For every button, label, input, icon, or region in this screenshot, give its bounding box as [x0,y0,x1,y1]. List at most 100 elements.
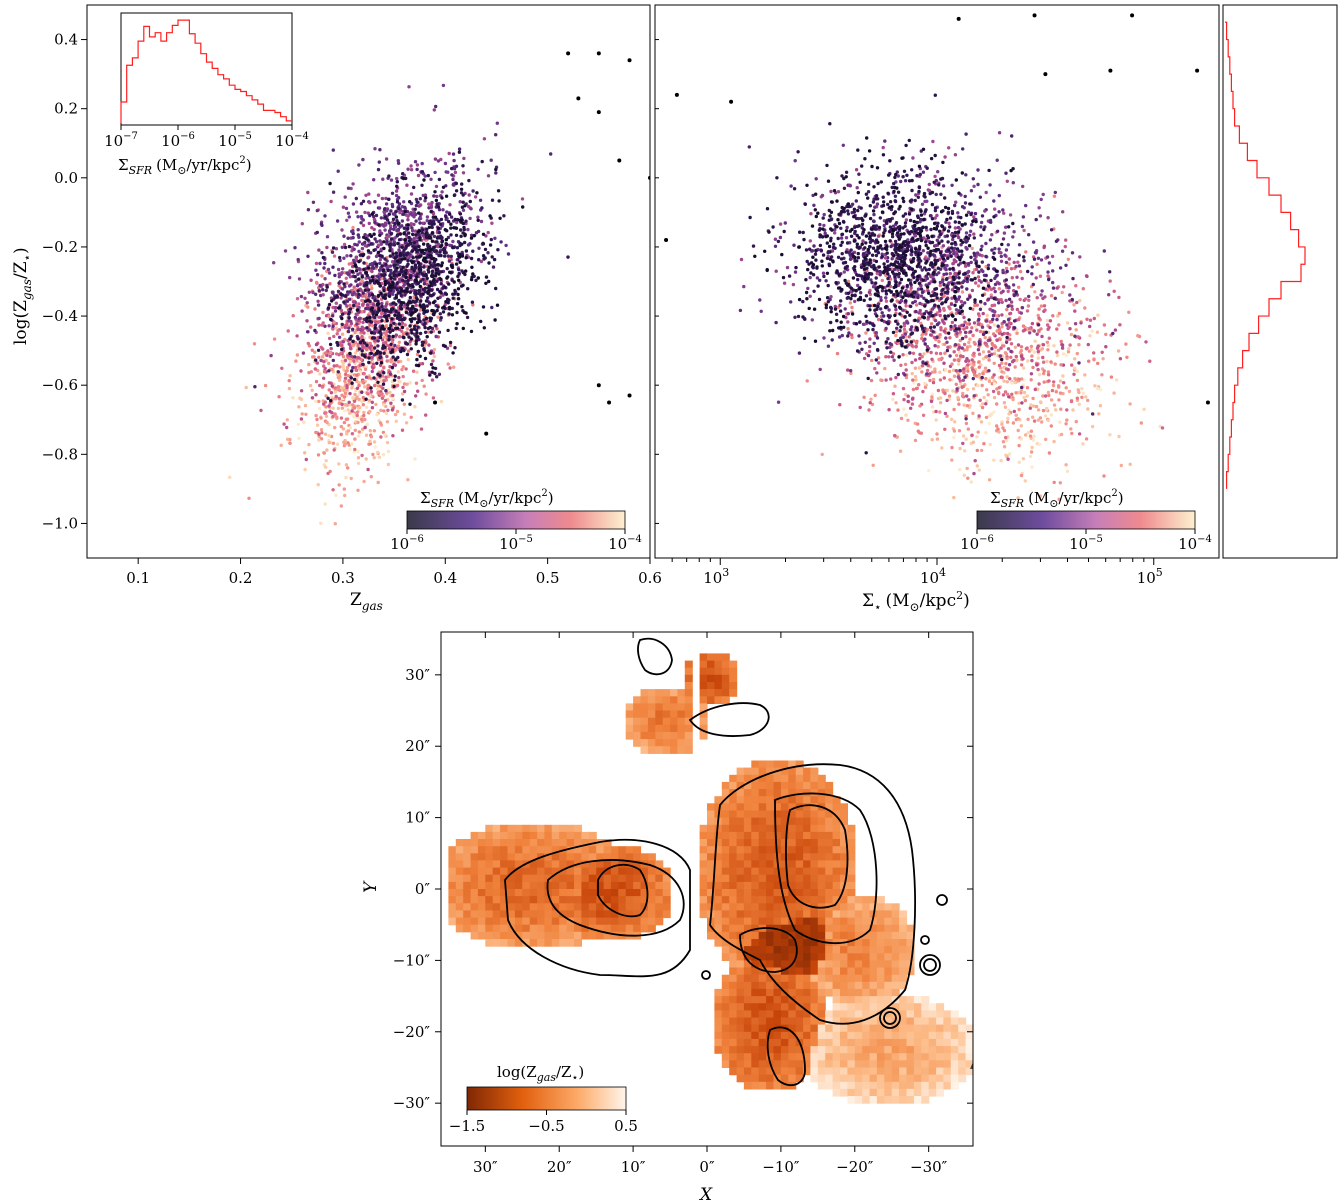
scatter-point [411,369,416,373]
scatter-point [414,278,418,282]
scatter-point [384,202,389,206]
scatter-point [332,364,336,368]
scatter-point [342,395,347,399]
scatter-point [850,333,854,337]
scatter-point [404,275,408,280]
scatter-point [353,392,357,397]
scatter-point [413,307,417,312]
scatter-point [459,191,464,195]
scatter-point [419,279,423,283]
scatter-point [972,232,976,236]
scatter-point [971,376,975,381]
scatter-point [964,414,968,418]
scatter-point [379,216,384,220]
scatter-point [1066,257,1071,261]
scatter-point [388,372,393,376]
scatter-point [357,305,361,310]
scatter-point [372,440,377,444]
scatter-point [948,378,952,382]
y-tick-label: −0.2 [42,238,78,256]
scatter-point [349,476,353,481]
scatter-point [337,306,341,310]
scatter-point [1004,248,1009,252]
scatter-point [405,327,410,331]
scatter-point [416,230,421,234]
scatter-point [1013,345,1017,349]
scatter-point [984,273,988,278]
scatter-point [356,215,360,219]
scatter-point [451,296,455,300]
scatter-point [402,226,406,230]
scatter-point [371,366,375,370]
scatter-point [406,167,410,171]
scatter-point [995,402,999,406]
scatter-point [325,448,329,452]
scatter-point [902,327,907,332]
scatter-point [404,213,409,217]
scatter-point [378,335,383,340]
scatter-point [454,189,459,193]
scatter-point [378,355,382,360]
scatter-point [432,347,437,352]
scatter-point [878,269,882,274]
scatter-point [391,217,396,221]
scatter-point [415,357,419,362]
scatter-point [1015,307,1020,312]
scatter-point [942,308,946,312]
scatter-point [462,225,466,230]
scatter-point [1017,285,1021,289]
scatter-point [476,276,480,280]
scatter-point [980,325,985,329]
scatter-point [469,236,474,240]
scatter-point [363,367,368,371]
scatter-point [997,210,1001,214]
scatter-point [1035,346,1040,350]
scatter-point [1003,405,1008,409]
scatter-point [880,311,884,315]
scatter-point [1062,285,1066,289]
scatter-point [990,303,994,308]
scatter-point [350,409,354,413]
scatter-point [331,324,335,328]
scatter-point [415,297,419,302]
scatter-point [1046,343,1050,348]
scatter-point [385,359,389,363]
scatter-point [1032,257,1037,261]
colorbar-tick-label: 10−4 [608,534,642,553]
scatter-point [837,335,842,339]
scatter-point [387,326,392,331]
scatter-point [269,353,273,358]
scatter-point [291,396,295,400]
scatter-point [307,290,311,294]
scatter-point [914,378,918,382]
scatter-point [1037,328,1041,333]
scatter-point [1031,282,1036,287]
scatter-point [1004,453,1008,457]
scatter-point [1042,369,1046,373]
scatter-point [476,218,480,222]
scatter-point [365,343,369,347]
scatter-point [979,280,983,284]
scatter-point [838,303,842,307]
scatter-point [1108,433,1112,437]
scatter-point [430,288,434,292]
scatter-point [1045,406,1049,411]
scatter-point [915,422,920,426]
scatter-point [409,192,414,196]
scatter-point [1037,382,1041,386]
scatter-point [1038,416,1043,420]
scatter-point [809,212,813,216]
scatter-point [966,476,970,480]
scatter-point [405,264,409,268]
scatter-point [899,336,903,340]
scatter-point [842,270,846,274]
scatter-point [876,356,881,360]
scatter-point [360,325,364,329]
scatter-point [1092,358,1096,362]
scatter-point [1037,307,1041,311]
scatter-point [1001,426,1005,430]
scatter-point [382,335,386,339]
scatter-point [961,434,966,438]
colorbar-tick-label: 10−6 [390,534,424,553]
scatter-point [356,289,360,293]
